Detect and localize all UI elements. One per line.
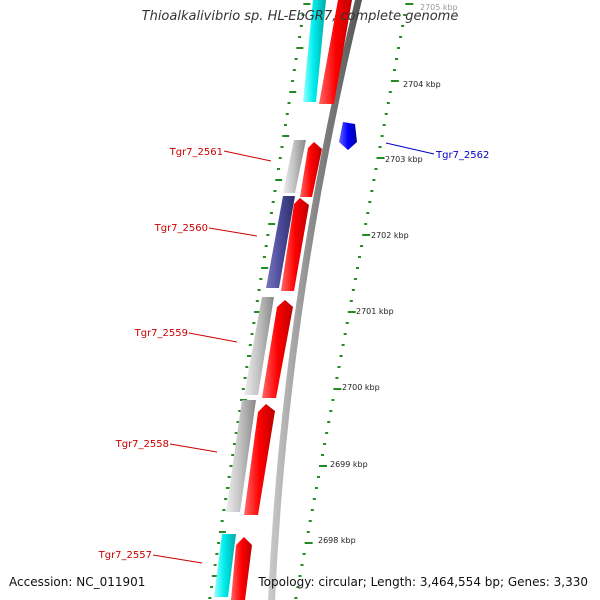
gene-label-2559[interactable]: Tgr7_2559 — [134, 328, 188, 339]
leader-2561 — [223, 150, 272, 162]
gene-cds-2558 — [244, 404, 275, 515]
label-leaders — [152, 142, 435, 564]
scale-label-2702: 2702 kbp — [371, 231, 409, 240]
scale-label-2699: 2699 kbp — [330, 460, 368, 469]
cds-genes — [231, 0, 357, 600]
scale-label-2703: 2703 kbp — [385, 155, 423, 164]
cog-bar-grey-2559 — [244, 297, 274, 395]
cog-bars — [214, 0, 326, 597]
scale-label-2701: 2701 kbp — [356, 307, 394, 316]
leader-2557 — [152, 554, 203, 564]
gene-cds-2562 — [339, 122, 357, 150]
leader-2560 — [208, 227, 258, 237]
gene-label-2558[interactable]: Tgr7_2558 — [115, 439, 169, 450]
gene-cds-2561 — [300, 142, 322, 197]
scale-label-group: 2705 kbp 2704 kbp 2703 kbp 2702 kbp 2701… — [318, 3, 458, 545]
cog-bar-grey-2558 — [226, 400, 256, 512]
scale-label-2700: 2700 kbp — [342, 383, 380, 392]
gene-cds-2557 — [231, 537, 252, 600]
inner-tick-marks — [208, 3, 311, 599]
scale-label-2705: 2705 kbp — [420, 3, 458, 12]
leader-2558 — [169, 443, 218, 453]
gene-label-group: Tgr7_2561 Tgr7_2560 Tgr7_2559 Tgr7_2558 … — [98, 147, 490, 561]
accession-label: Accession: NC_011901 — [9, 575, 146, 589]
scale-label-2698: 2698 kbp — [318, 536, 356, 545]
gene-label-2557[interactable]: Tgr7_2557 — [98, 550, 152, 561]
cog-bar-purple-2560 — [266, 196, 295, 288]
gene-label-2560[interactable]: Tgr7_2560 — [154, 223, 208, 234]
genome-backbone — [268, 0, 362, 600]
leader-2562 — [385, 142, 435, 155]
scale-label-2704: 2704 kbp — [403, 80, 441, 89]
cog-bar-cyan-top — [303, 0, 326, 102]
gene-cds-top — [319, 0, 352, 104]
map-title: Thioalkalivibrio sp. HL-EbGR7, complete … — [141, 9, 459, 24]
topology-label: Topology: circular; Length: 3,464,554 bp… — [258, 575, 588, 589]
cog-bar-cyan-2557 — [214, 534, 236, 597]
gene-label-2562[interactable]: Tgr7_2562 — [435, 150, 489, 161]
gene-label-2561[interactable]: Tgr7_2561 — [169, 147, 223, 158]
gene-cds-2559 — [262, 300, 293, 398]
leader-2559 — [188, 332, 238, 343]
outer-tick-marks — [294, 3, 414, 599]
cog-bar-grey-2561 — [283, 140, 306, 193]
gene-cds-2560 — [281, 198, 309, 291]
